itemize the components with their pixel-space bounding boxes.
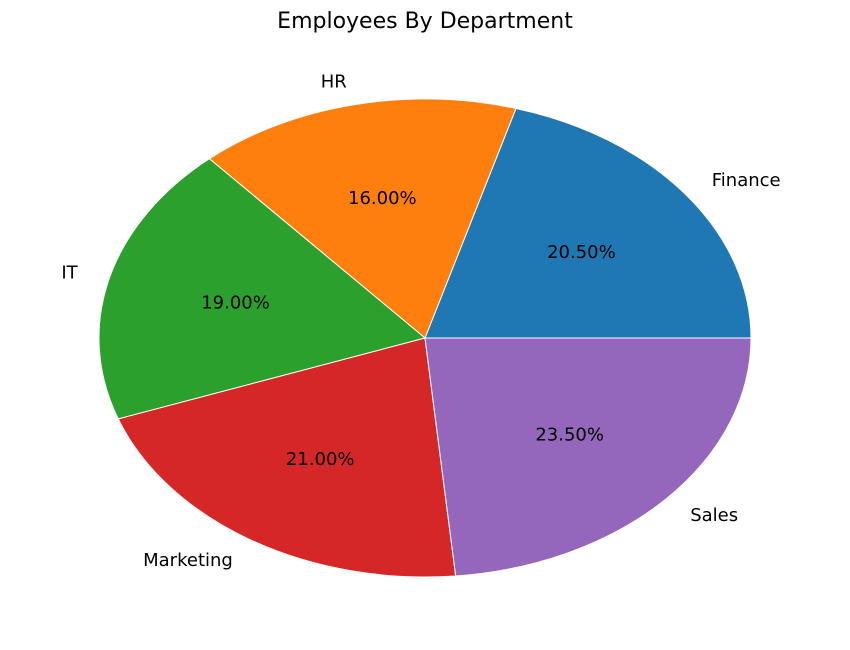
category-label-hr: HR	[321, 71, 347, 92]
chart-title: Employees By Department	[277, 9, 573, 34]
percentage-label-hr: 16.00%	[348, 188, 417, 209]
pie-slice-sales	[424, 337, 752, 577]
percentage-labels: 20.50% 16.00% 19.00% 21.00% 23.50%	[201, 188, 616, 470]
percentage-label-sales: 23.50%	[535, 425, 604, 446]
category-labels: Finance HR IT Marketing Sales	[61, 71, 780, 571]
pie-slice-it	[98, 158, 427, 420]
pie-slice-hr	[208, 98, 517, 339]
pie-slice-marketing	[117, 337, 457, 578]
pie-slices	[98, 98, 752, 578]
category-label-marketing: Marketing	[143, 550, 233, 571]
percentage-label-finance: 20.50%	[547, 242, 616, 263]
pie-slice-finance	[424, 107, 752, 339]
category-label-sales: Sales	[690, 505, 738, 526]
percentage-label-it: 19.00%	[201, 292, 270, 313]
percentage-label-marketing: 21.00%	[286, 449, 355, 470]
category-label-it: IT	[61, 263, 78, 284]
category-label-finance: Finance	[712, 170, 781, 191]
